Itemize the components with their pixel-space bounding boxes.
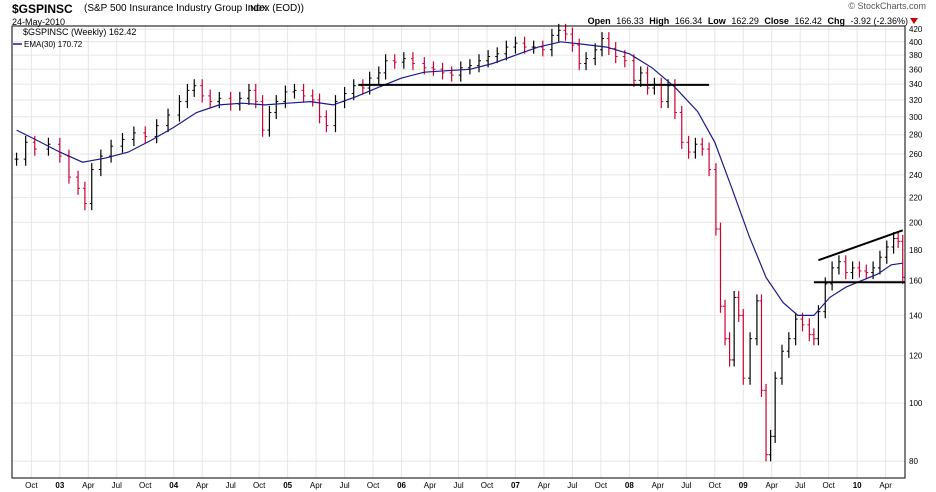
x-tick-label: 06	[397, 481, 406, 490]
legend-price: $GSPINSC (Weekly) 162.42	[23, 27, 136, 37]
x-tick-label: Oct	[481, 481, 494, 490]
y-tick-label: 300	[909, 113, 923, 122]
price-bars-layer	[14, 23, 905, 462]
x-tick-label: 07	[511, 481, 520, 490]
y-tick-label: 340	[909, 80, 923, 89]
x-tick-label: Apr	[538, 481, 551, 490]
x-tick-label: Apr	[82, 481, 95, 490]
y-tick-label: 420	[909, 25, 923, 34]
y-tick-label: 160	[909, 277, 923, 286]
y-tick-label: 360	[909, 65, 923, 74]
y-tick-label: 140	[909, 311, 923, 320]
down-arrow-icon	[910, 18, 918, 24]
y-tick-label: 260	[909, 150, 923, 159]
axes-layer: 80 100 120 140 160 180 200 220 240 260 280 300 320 34…	[11, 25, 923, 490]
open-value: 166.33	[616, 16, 644, 26]
x-tick-label: Oct	[595, 481, 608, 490]
legend-ema: EMA(30) 170.72	[24, 40, 83, 49]
high-value: 166.34	[674, 16, 703, 26]
x-tick-label: Apr	[310, 481, 323, 490]
x-tick-label: Apr	[196, 481, 209, 490]
low-label: Low	[707, 16, 726, 26]
y-tick-label: 380	[909, 51, 923, 60]
close-label: Close	[764, 16, 789, 26]
x-tick-label: Apr	[424, 481, 437, 490]
y-tick-label: 80	[909, 457, 918, 466]
chart-date: 24-May-2010	[12, 17, 66, 27]
y-tick-label: 120	[909, 352, 923, 361]
open-label: Open	[587, 16, 611, 26]
x-tick-label: 05	[283, 481, 292, 490]
chg-label: Chg	[827, 16, 845, 26]
ema-line	[16, 41, 903, 316]
x-tick-label: 09	[739, 481, 748, 490]
grid-layer	[12, 26, 905, 478]
x-tick-label: Jul	[567, 481, 577, 490]
symbol-title: $GSPINSC	[12, 2, 73, 16]
x-tick-label: Jul	[339, 481, 349, 490]
x-tick-label: 04	[169, 481, 178, 490]
quote-strip: Open 166.33 High 166.34 Low 162.29 Close…	[585, 16, 908, 26]
x-tick-label: 03	[55, 481, 64, 490]
plot-frame	[11, 25, 906, 479]
brand-watermark: © StockCharts.com	[848, 1, 926, 11]
y-tick-label: 240	[909, 171, 923, 180]
trendline-layer	[358, 83, 905, 284]
high-label: High	[649, 16, 670, 26]
ema-layer	[16, 41, 903, 316]
exchange-label: INDX	[248, 4, 268, 13]
y-tick-label: 400	[909, 38, 923, 47]
x-tick-label: Oct	[253, 481, 266, 490]
x-tick-label: Apr	[766, 481, 779, 490]
x-tick-label: Oct	[139, 481, 152, 490]
x-tick-label: Oct	[709, 481, 722, 490]
y-tick-label: 180	[909, 246, 923, 255]
chart-legend: $GSPINSC (Weekly) 162.42 EMA(30) 170.72	[13, 27, 136, 49]
low-value: 162.29	[731, 16, 759, 26]
y-tick-label: 200	[909, 218, 923, 227]
x-tick-label: 10	[853, 481, 862, 490]
y-tick-label: 100	[909, 399, 923, 408]
x-tick-label: Oct	[25, 481, 38, 490]
x-tick-label: Jul	[226, 481, 236, 490]
x-tick-label: Oct	[367, 481, 380, 490]
x-tick-label: Jul	[453, 481, 463, 490]
symbol-description: (S&P 500 Insurance Industry Group Index …	[84, 3, 304, 14]
trendline	[818, 229, 904, 262]
x-tick-label: Apr	[879, 481, 892, 490]
x-tick-label: 08	[625, 481, 634, 490]
y-tick-label: 280	[909, 131, 923, 140]
x-tick-label: Jul	[795, 481, 805, 490]
x-tick-label: Apr	[652, 481, 665, 490]
y-tick-label: 220	[909, 194, 923, 203]
x-tick-label: Jul	[681, 481, 691, 490]
y-tick-label: 320	[909, 96, 923, 105]
chg-value: -3.92 (-2.36%)	[850, 16, 908, 26]
x-tick-label: Oct	[822, 481, 835, 490]
x-tick-label: Jul	[112, 481, 122, 490]
close-value: 162.42	[794, 16, 822, 26]
